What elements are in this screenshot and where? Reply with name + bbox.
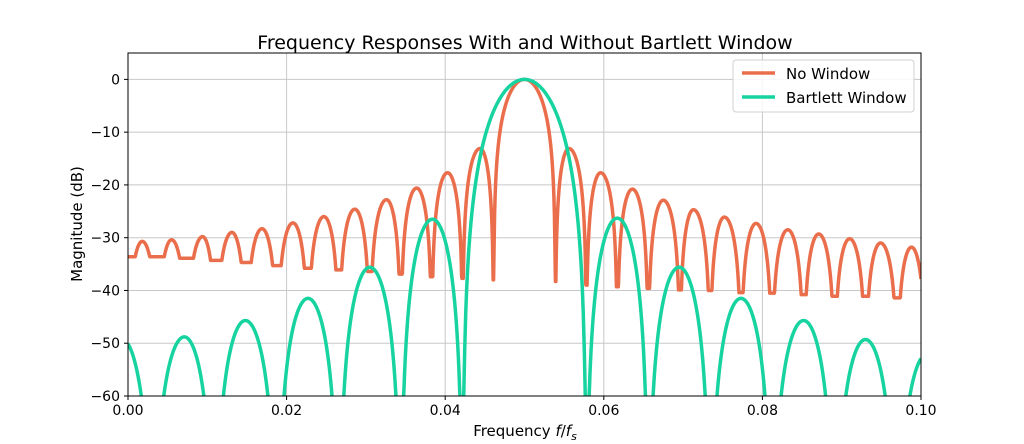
plot-frame	[127, 52, 922, 397]
legend: No Window Bartlett Window	[732, 59, 915, 113]
y-axis-ticks: 0 −10 −20 −30 −40 −50 −60	[90, 72, 128, 405]
x-axis-label: Frequency f/fs	[473, 422, 577, 443]
legend-label-bartlett-window: Bartlett Window	[786, 89, 907, 107]
y-tick-label: −40	[90, 283, 120, 299]
chart-title: Frequency Responses With and Without Bar…	[257, 32, 792, 54]
y-tick-label: −50	[90, 336, 120, 352]
x-axis-ticks: 0.00 0.02 0.04 0.06 0.08 0.10	[112, 396, 937, 419]
y-tick-label: −30	[90, 231, 120, 247]
legend-label-no-window: No Window	[786, 65, 870, 83]
x-tick-label: 0.02	[271, 403, 302, 419]
x-tick-label: 0.04	[430, 403, 461, 419]
x-tick-label: 0.10	[905, 403, 936, 419]
legend-box	[732, 59, 915, 113]
y-tick-label: −60	[90, 389, 120, 405]
x-tick-label: 0.00	[112, 403, 143, 419]
y-tick-label: −20	[90, 178, 120, 194]
x-tick-label: 0.08	[747, 403, 778, 419]
series-lines	[128, 77, 921, 396]
y-tick-label: −10	[90, 125, 120, 141]
series-line-bartlett-window	[128, 77, 921, 396]
x-tick-label: 0.06	[588, 403, 619, 419]
y-tick-label: 0	[111, 72, 120, 88]
y-axis-label: Magnitude (dB)	[68, 166, 86, 282]
